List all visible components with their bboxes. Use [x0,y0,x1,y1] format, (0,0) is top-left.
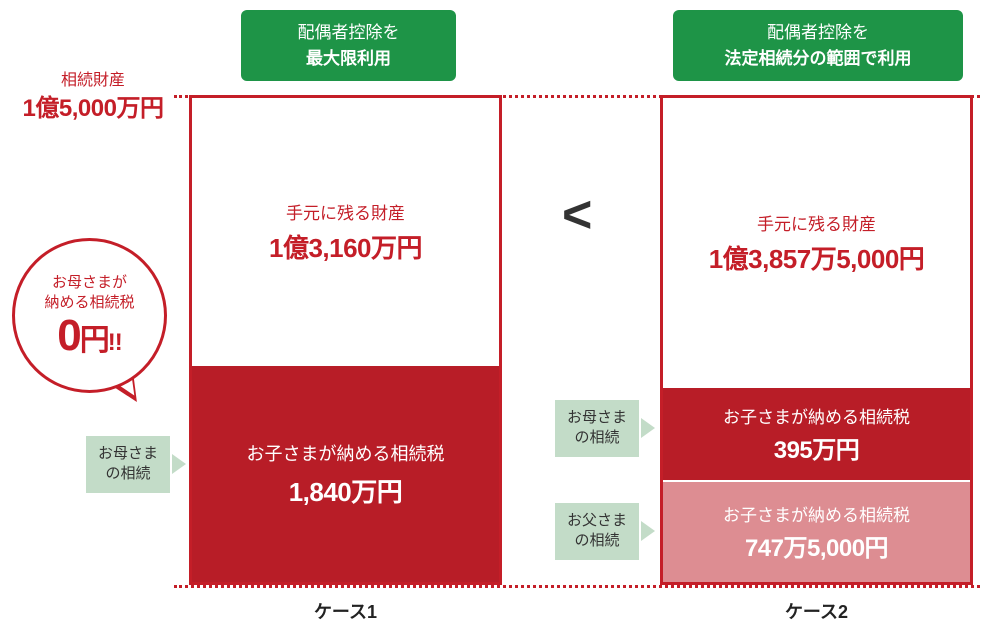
axis-label: 相続財産 1億5,000万円 [8,70,178,126]
bubble-excl: !! [108,329,122,356]
header-pill-case1: 配偶者控除を 最大限利用 [241,10,456,81]
case2-remaining: 手元に残る財産 1億3,857万5,000円 [663,98,970,388]
case1-child-tax-label: お子さまが納める相続税 [247,440,445,466]
case1-remaining-value: 1億3,160万円 [269,228,422,265]
tag-mother-left-arrow [172,454,186,474]
bubble-line2: 納める相続税 [44,293,134,313]
case2-child-tax-mother: お子さまが納める相続税 395万円 [663,388,970,480]
tag-mother-left-line1: お母さま [98,444,158,464]
column-case2: 手元に残る財産 1億3,857万5,000円 お子さまが納める相続税 395万円… [660,95,973,585]
tag-mother-mid-line1: お母さま [567,408,627,428]
case2-remaining-label: 手元に残る財産 [757,210,876,235]
case1-child-tax-value: 1,840万円 [289,472,403,509]
case2-child-tax-mother-value: 395万円 [774,430,860,465]
bubble-num: 0 [57,311,79,360]
case1-child-tax: お子さまが納める相続税 1,840万円 [192,366,499,582]
tag-father-mid-arrow [641,521,655,541]
case1-label: ケース1 [189,598,502,624]
tag-father-mid-line2: の相続 [567,531,627,551]
tag-father-mid: お父さま の相続 [555,503,639,560]
case1-remaining-label: 手元に残る財産 [286,199,405,224]
case2-child-tax-mother-label: お子さまが納める相続税 [723,403,910,428]
case1-remaining: 手元に残る財産 1億3,160万円 [192,98,499,366]
column-case1: 手元に残る財産 1億3,160万円 お子さまが納める相続税 1,840万円 [189,95,502,585]
bubble-line1: お母さまが [52,273,127,293]
case2-label: ケース2 [660,598,973,624]
case2-child-tax-father-value: 747万5,000円 [745,528,888,563]
bubble-zero: 0円!! [57,314,121,358]
tag-mother-left: お母さま の相続 [86,436,170,493]
header-case2-line2: 法定相続分の範囲で利用 [693,46,943,72]
axis-title: 相続財産 [8,70,178,92]
case2-child-tax-father-label: お子さまが納める相続税 [723,501,910,526]
header-case2-line1: 配偶者控除を [693,20,943,46]
case2-remaining-value: 1億3,857万5,000円 [709,239,925,276]
dotted-line-bottom [174,585,980,588]
tag-mother-mid-line2: の相続 [567,428,627,448]
tag-mother-mid-arrow [641,418,655,438]
header-pill-case2: 配偶者控除を 法定相続分の範囲で利用 [673,10,963,81]
header-case1-line2: 最大限利用 [261,46,436,72]
comparator-less-than: < [562,185,592,245]
bubble-yen: 円 [80,324,108,357]
axis-value: 1億5,000万円 [8,92,178,126]
tag-mother-mid: お母さま の相続 [555,400,639,457]
tag-mother-left-line2: の相続 [98,464,158,484]
header-case1-line1: 配偶者控除を [261,20,436,46]
tag-father-mid-line1: お父さま [567,511,627,531]
mother-tax-bubble: お母さまが 納める相続税 0円!! [12,238,167,393]
case2-child-tax-father: お子さまが納める相続税 747万5,000円 [663,480,970,582]
diagram-root: 相続財産 1億5,000万円 配偶者控除を 最大限利用 配偶者控除を 法定相続分… [0,0,1000,641]
